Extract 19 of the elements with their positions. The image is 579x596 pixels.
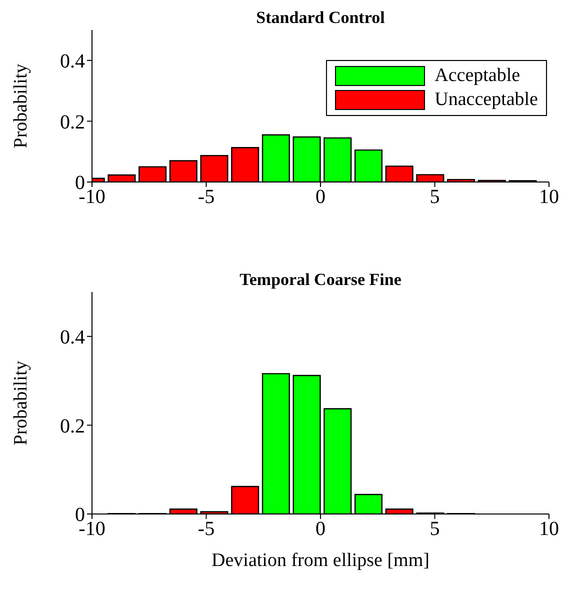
y-tick-label: 0.4 bbox=[60, 326, 85, 348]
x-tick-label: -5 bbox=[198, 518, 215, 540]
y-axis-title: Probability bbox=[10, 63, 32, 148]
x-tick-label: 10 bbox=[539, 186, 559, 208]
x-tick-label: 10 bbox=[539, 518, 559, 540]
legend-label: Unacceptable bbox=[434, 88, 538, 112]
chart-title: Temporal Coarse Fine bbox=[238, 270, 402, 290]
x-tick-label: 0 bbox=[316, 186, 326, 208]
x-tick-label: 5 bbox=[430, 518, 440, 540]
y-axis-title: Probability bbox=[10, 360, 32, 446]
x-tick-label: -5 bbox=[198, 186, 215, 208]
x-tick-label: 0 bbox=[316, 518, 326, 540]
x-tick-label: 5 bbox=[430, 186, 440, 208]
chart-title: Standard Control bbox=[255, 8, 386, 28]
y-tick-label: 0.2 bbox=[60, 415, 85, 438]
y-tick-label: 0.2 bbox=[60, 111, 85, 134]
y-tick-label: 0.4 bbox=[60, 50, 85, 72]
legend-label: Acceptable bbox=[434, 64, 520, 88]
x-axis-title: Deviation from ellipse [mm] bbox=[212, 550, 430, 571]
